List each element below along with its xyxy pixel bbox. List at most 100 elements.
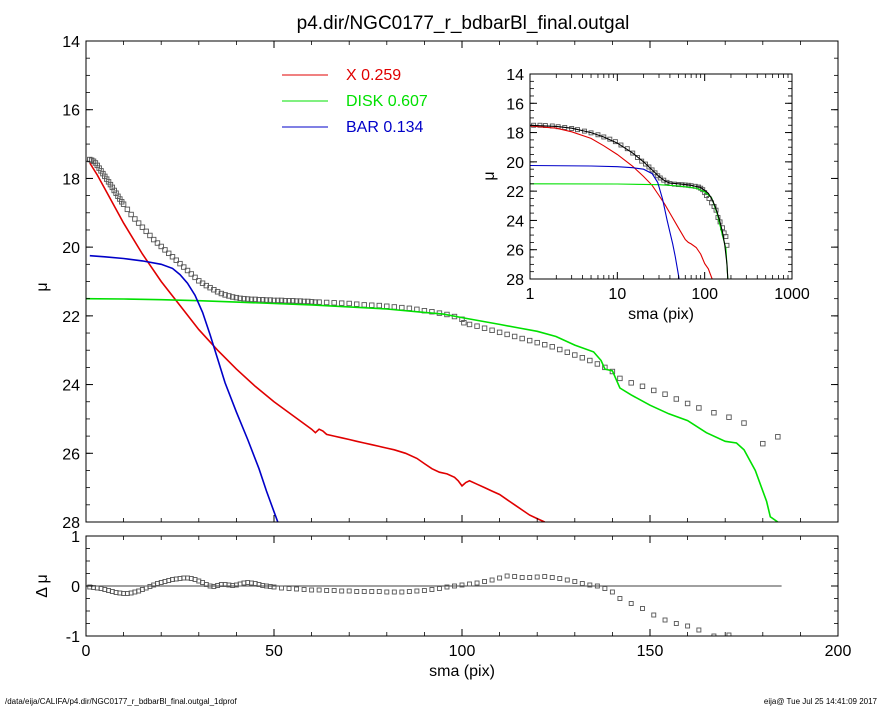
series-residual-point xyxy=(459,582,465,588)
series-residual-point xyxy=(331,588,337,593)
series-data-point xyxy=(549,344,555,350)
series-data-point xyxy=(158,243,164,250)
series-data-point xyxy=(723,234,729,239)
series-data-point xyxy=(132,216,138,222)
series-data-point xyxy=(579,355,586,361)
inset-ylabel: μ xyxy=(481,171,498,180)
main-marks xyxy=(86,156,781,522)
series-data-point xyxy=(609,368,616,375)
series-residual-point xyxy=(617,596,623,601)
series-residual-point xyxy=(444,584,450,590)
series-residual-point xyxy=(489,577,495,583)
residual-xlabel: sma (pix) xyxy=(429,663,495,680)
series-disk-line xyxy=(86,297,779,522)
series-data-point xyxy=(639,383,646,389)
series-data-point xyxy=(275,297,281,304)
series-data-point xyxy=(263,297,270,303)
series-residual-point xyxy=(406,589,412,594)
series-data-point xyxy=(406,305,413,311)
y-tick-label: 18 xyxy=(62,171,80,188)
series-residual-point xyxy=(534,574,540,580)
y-tick-label: 22 xyxy=(506,184,524,201)
series-data-point xyxy=(139,224,146,230)
series-data-point xyxy=(646,164,652,170)
inset-xlabel: sma (pix) xyxy=(628,306,694,323)
y-tick-label: 20 xyxy=(506,155,524,172)
series-residual-point xyxy=(609,589,615,595)
series-data-point xyxy=(587,357,593,364)
x-tick-label: 1000 xyxy=(774,286,810,303)
series-data-point xyxy=(391,304,398,310)
series-data-point xyxy=(466,321,473,328)
series-residual-point xyxy=(587,582,593,588)
series-data-point xyxy=(237,295,243,302)
series-data-point xyxy=(308,299,315,305)
series-data-point xyxy=(489,327,495,333)
series-data-point xyxy=(214,289,221,295)
series-residual-point xyxy=(467,581,472,587)
series-data-point xyxy=(338,300,345,306)
series-data-point xyxy=(481,325,488,331)
series-data-point xyxy=(711,410,717,416)
series-data-point xyxy=(282,298,288,304)
series-data-point xyxy=(150,236,157,243)
series-data-point xyxy=(376,302,382,309)
series-data-point xyxy=(297,298,304,304)
series-data-point xyxy=(639,158,645,164)
series-residual-point xyxy=(628,601,634,606)
residual-marks xyxy=(86,573,782,636)
series-data-point xyxy=(173,257,179,263)
legend-label: X 0.259 xyxy=(346,67,401,84)
series-residual-point xyxy=(414,588,420,594)
series-data-point xyxy=(218,290,225,297)
series-residual-point xyxy=(452,583,457,589)
series-data-point xyxy=(192,274,198,281)
series-data-point xyxy=(504,331,510,338)
y-tick-label: 24 xyxy=(62,378,80,395)
series-data-point xyxy=(369,302,375,308)
series-data-point xyxy=(649,167,655,173)
series-residual-point xyxy=(673,621,679,626)
series-data-point xyxy=(760,440,766,447)
series-data-point xyxy=(293,298,300,304)
series-data-point xyxy=(120,201,127,207)
series-data-point xyxy=(534,339,540,346)
series-data-point xyxy=(135,220,142,226)
series-data-point xyxy=(256,297,262,303)
series-residual-point xyxy=(662,617,668,623)
series-data-point xyxy=(222,292,228,298)
series-data-point xyxy=(290,298,296,304)
series-data-point xyxy=(474,323,480,329)
series-bar-line xyxy=(530,164,680,279)
series-data-point xyxy=(323,299,330,306)
series-residual-point xyxy=(354,589,360,594)
series-data-point xyxy=(331,300,337,306)
series-residual-point xyxy=(512,574,518,579)
series-residual-point xyxy=(504,573,510,579)
x-tick-label: 100 xyxy=(449,643,476,660)
series-data-point xyxy=(594,361,601,367)
series-data-point xyxy=(662,391,668,397)
series-data-point xyxy=(301,298,307,305)
series-residual-point xyxy=(651,612,657,618)
series-data-point xyxy=(260,297,266,303)
legend-label: BAR 0.134 xyxy=(346,119,423,136)
series-residual-point xyxy=(316,587,322,593)
series-data-point xyxy=(271,297,277,304)
y-tick-label: 26 xyxy=(62,446,80,463)
series-x-line xyxy=(530,125,713,279)
series-data-point xyxy=(643,161,648,167)
series-data-point xyxy=(696,405,702,411)
series-data-point xyxy=(651,387,657,394)
series-residual-point xyxy=(369,589,375,594)
series-data-point xyxy=(384,303,390,309)
series-data-point xyxy=(635,155,640,160)
y-tick-label: 16 xyxy=(506,96,524,113)
clipped-marks-0 xyxy=(86,156,781,522)
series-residual-point xyxy=(564,577,570,583)
series-data-point xyxy=(162,247,168,253)
series-residual-point xyxy=(685,623,691,629)
main-ylabel: μ xyxy=(34,282,51,291)
series-data-point xyxy=(542,342,548,348)
